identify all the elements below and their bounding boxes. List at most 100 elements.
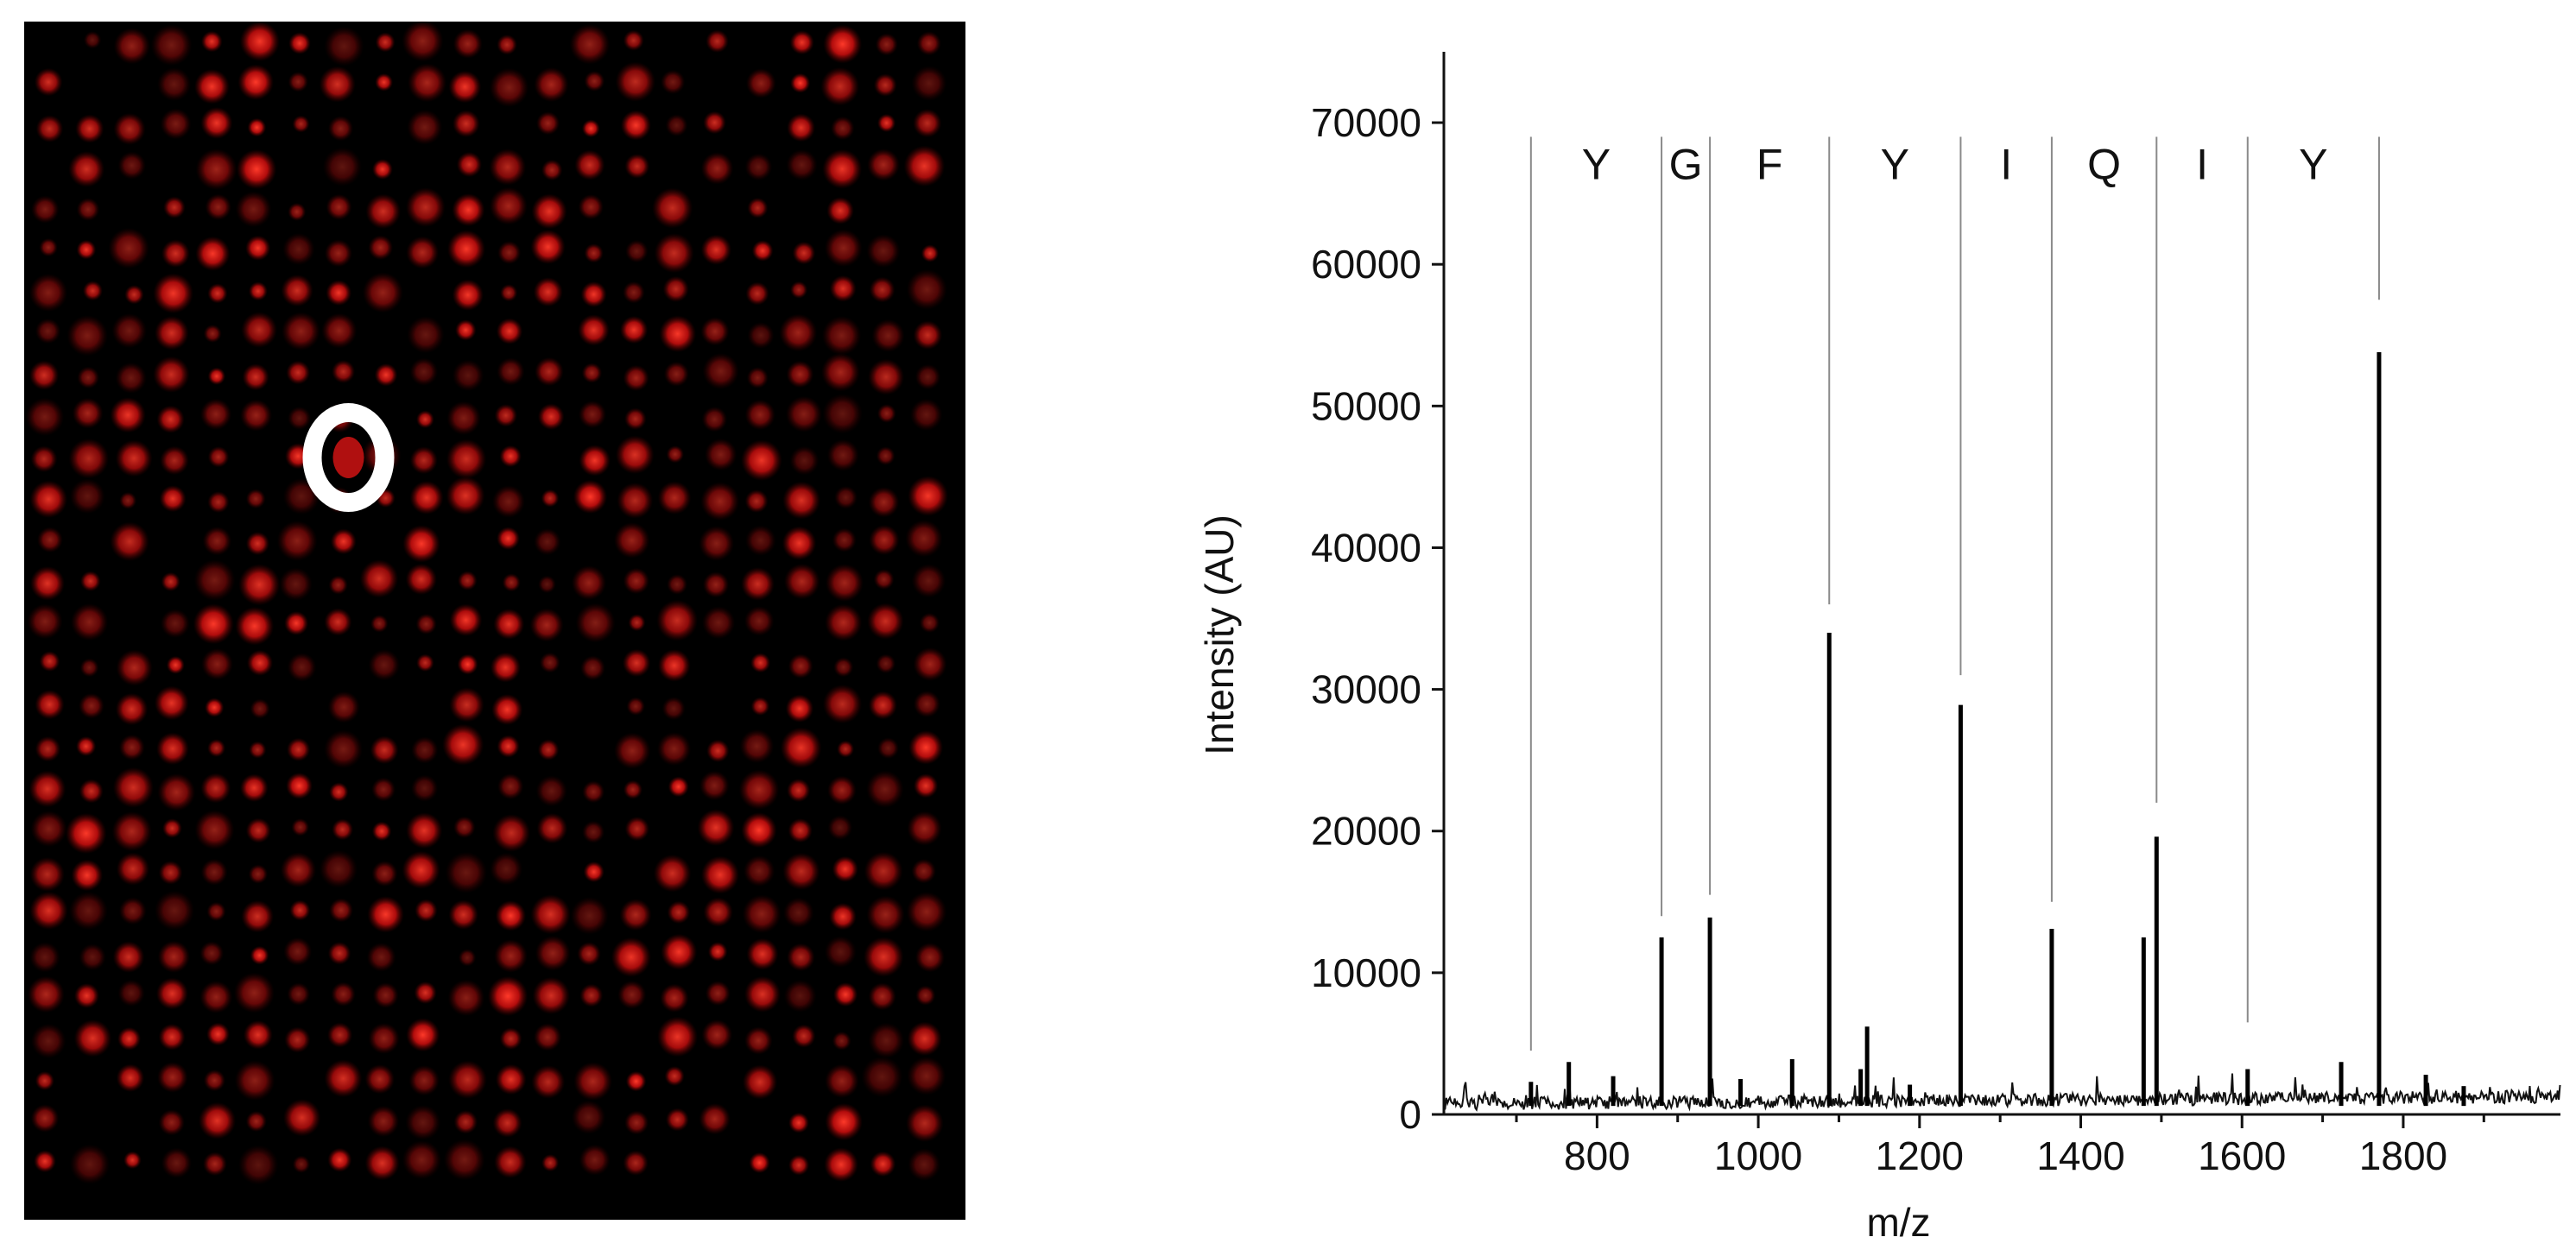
bead-spot: [489, 67, 529, 107]
bead-spot: [199, 981, 233, 1013]
bead-spot: [823, 24, 863, 64]
bead-spot: [235, 607, 275, 646]
bead-spot: [319, 66, 356, 103]
bead-spot: [449, 603, 483, 637]
bead-spot: [324, 1059, 363, 1098]
bead-spot: [30, 565, 65, 601]
bead-spot: [29, 891, 68, 930]
bead-spot: [406, 187, 446, 227]
bead-spot: [784, 563, 820, 600]
bead-spot: [623, 29, 644, 51]
bead-spot: [906, 268, 947, 310]
bead-spot: [745, 525, 776, 556]
bead-spot: [783, 897, 814, 929]
bead-spot: [700, 152, 734, 185]
bead-spot: [328, 116, 353, 142]
bead-spot: [282, 233, 315, 266]
bead-spot: [529, 608, 564, 642]
bead-spot: [751, 240, 774, 262]
bead-spot: [574, 149, 605, 180]
bead-spot: [658, 649, 691, 682]
bead-spot: [193, 603, 234, 645]
bead-spot: [110, 397, 146, 433]
bead-spot: [581, 119, 600, 138]
bead-spot: [206, 1022, 230, 1046]
bead-spot: [495, 900, 526, 931]
bead-spot: [699, 1103, 731, 1135]
bead-spot: [83, 31, 102, 49]
bead-spot: [202, 527, 232, 556]
bead-spot: [322, 147, 362, 186]
bead-spot: [533, 277, 563, 307]
bead-spot: [163, 196, 186, 219]
bead-spot: [861, 1056, 903, 1098]
bead-spot: [367, 1105, 400, 1138]
bead-spot: [745, 281, 769, 306]
bead-spot: [287, 737, 311, 761]
bead-spot: [116, 1063, 145, 1092]
bead-spot: [906, 892, 947, 932]
bead-spot: [667, 574, 687, 595]
bead-spot: [657, 732, 692, 767]
bead-spot: [782, 852, 820, 890]
bead-spot: [328, 575, 348, 595]
bead-spot: [71, 859, 104, 892]
bead-spot: [571, 565, 606, 601]
bead-spot: [193, 559, 236, 601]
mass-spectrum-chart: Y G F Y I Q I Y 0 10000 20000 30000 40000 50000 60000…: [1197, 52, 2561, 1245]
bead-spot: [538, 575, 556, 594]
bead-spot: [366, 943, 396, 972]
bead-spot: [406, 812, 443, 849]
residue-label: Y: [2299, 141, 2327, 189]
bead-spot: [822, 394, 863, 434]
bead-spot: [248, 281, 268, 301]
bead-spot: [494, 1146, 527, 1178]
bead-spot: [541, 159, 563, 181]
bead-spot: [291, 818, 310, 836]
bead-spot: [579, 445, 611, 477]
bead-spot: [700, 234, 732, 265]
bead-spot: [160, 108, 192, 140]
y-tick-label: 40000: [1311, 525, 1421, 570]
bead-spot: [661, 697, 686, 721]
bead-spot: [157, 940, 190, 973]
bead-spot: [747, 322, 775, 349]
bead-spot: [864, 937, 904, 977]
bead-spot: [234, 972, 275, 1013]
bead-spot: [442, 723, 484, 766]
bead-spot: [491, 694, 523, 725]
bead-spot: [665, 114, 688, 137]
bead-spot: [779, 313, 818, 352]
bead-spot: [150, 24, 193, 66]
bead-spot: [324, 729, 363, 769]
spectrum-baseline-noise: [1443, 1073, 2561, 1112]
bead-spot: [913, 773, 939, 798]
bead-spot: [250, 698, 270, 719]
bead-spot: [160, 445, 189, 476]
bead-spot: [620, 110, 651, 141]
bead-spot: [30, 811, 67, 847]
bead-spot: [502, 573, 521, 592]
bead-spot: [119, 491, 137, 509]
bead-spot: [35, 318, 61, 344]
bead-spot: [497, 735, 520, 758]
bead-spot: [68, 151, 105, 187]
bead-spot: [200, 773, 231, 804]
bead-spot: [242, 363, 269, 391]
bead-spot: [282, 312, 320, 350]
bead-spot: [200, 398, 232, 430]
bead-spot: [286, 360, 311, 385]
bead-spot: [249, 741, 267, 759]
bead-spot: [284, 1026, 311, 1053]
bead-spot: [73, 983, 99, 1008]
bead-spot: [579, 983, 604, 1007]
bead-spot: [903, 145, 946, 187]
bead-spot: [911, 859, 936, 884]
bead-spot: [445, 851, 487, 893]
bead-spot: [292, 115, 310, 133]
bead-spot: [402, 525, 440, 563]
bead-spot: [623, 1150, 649, 1176]
bead-spot: [661, 933, 698, 970]
bead-spot: [156, 732, 189, 766]
bead-spot: [447, 230, 485, 268]
